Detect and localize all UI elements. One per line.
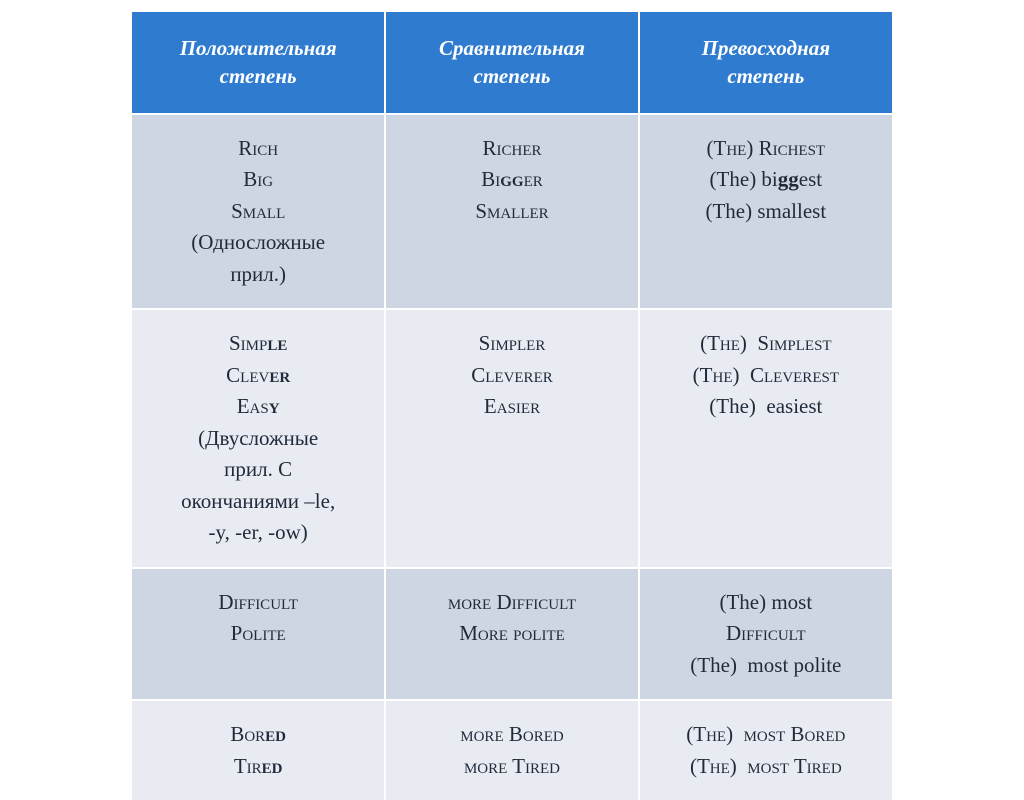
- cell-superlative-3: (The) most Difficult (The) most polite: [639, 568, 892, 701]
- comparison-table-container: Положительная степень Сравнительная степ…: [132, 12, 892, 800]
- cell-comparative-1: Richer Bigger Smaller: [385, 114, 638, 310]
- cell-positive-4: Bored Tired: [132, 700, 385, 800]
- table-row: Bored Tired more Bored more Tired (The) …: [132, 700, 892, 800]
- cell-positive-3: Difficult Polite: [132, 568, 385, 701]
- table-row: Simple Clever Easy (Двусложные прил. С о…: [132, 309, 892, 568]
- cell-superlative-1: (The) Richest (The) biggest (The) smalle…: [639, 114, 892, 310]
- cell-comparative-3: more Difficult More polite: [385, 568, 638, 701]
- cell-positive-1: Rich Big Small (Односложные прил.): [132, 114, 385, 310]
- header-superlative: Превосходная степень: [639, 12, 892, 114]
- cell-positive-2: Simple Clever Easy (Двусложные прил. С о…: [132, 309, 385, 568]
- table-row: Rich Big Small (Односложные прил.) Riche…: [132, 114, 892, 310]
- table-row: Difficult Polite more Difficult More pol…: [132, 568, 892, 701]
- adjective-degrees-table: Положительная степень Сравнительная степ…: [132, 12, 892, 800]
- table-header-row: Положительная степень Сравнительная степ…: [132, 12, 892, 114]
- cell-superlative-4: (The) most Bored (The) most Tired: [639, 700, 892, 800]
- cell-superlative-2: (The) Simplest (The) Cleverest (The) eas…: [639, 309, 892, 568]
- header-positive: Положительная степень: [132, 12, 385, 114]
- header-comparative: Сравнительная степень: [385, 12, 638, 114]
- cell-comparative-4: more Bored more Tired: [385, 700, 638, 800]
- cell-comparative-2: Simpler Cleverer Easier: [385, 309, 638, 568]
